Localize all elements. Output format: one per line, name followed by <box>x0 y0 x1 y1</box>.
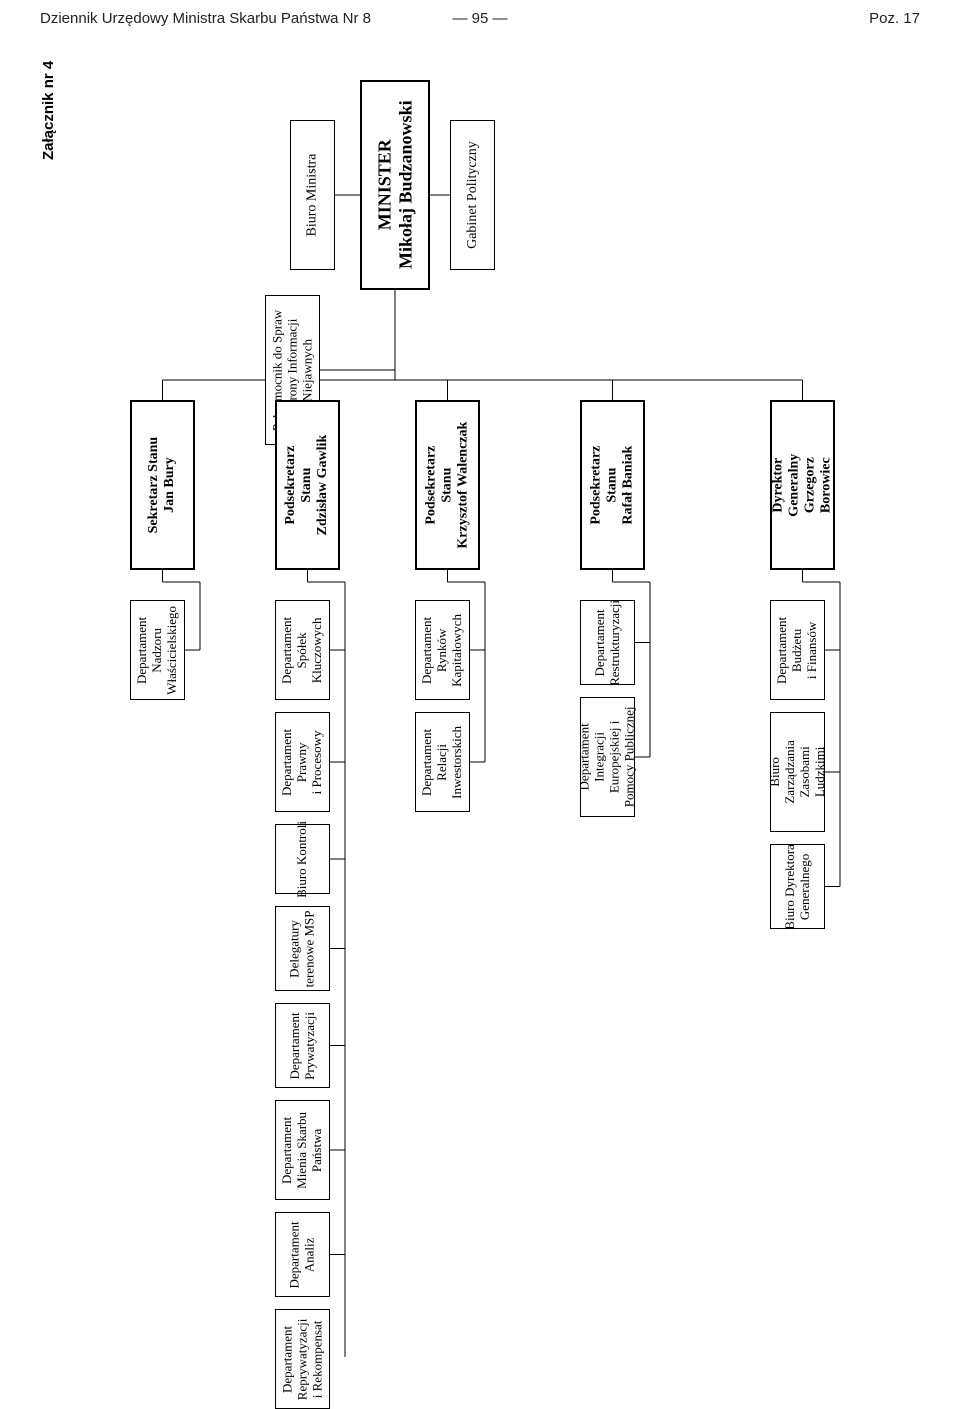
dept-p3-0: DepartamentRestrukturyzacji <box>580 600 635 685</box>
dept-p1-3: Delegaturyterenowe MSP <box>275 906 330 991</box>
dept-p1-7: DepartamentReprywatyzacjii Rekompensat <box>275 1309 330 1409</box>
dept-sek-0: DepartamentNadzoruWłaścicielskiego <box>130 600 185 700</box>
dept-p2-0: DepartamentRynkówKapitałowych <box>415 600 470 700</box>
biuro-ministra: Biuro Ministra <box>290 120 335 270</box>
sec-sek: Sekretarz StanuJan Bury <box>130 400 195 570</box>
header-center: — 95 — <box>452 10 507 27</box>
dept-p1-0: DepartamentSpółekKluczowych <box>275 600 330 700</box>
dept-p1-2: Biuro Kontroli <box>275 824 330 894</box>
sec-p3: PodsekretarzStanuRafał Baniak <box>580 400 645 570</box>
dept-p1-6: DepartamentAnaliz <box>275 1212 330 1297</box>
dept-dg-1: BiuroZarządzaniaZasobamiLudzkimi <box>770 712 825 832</box>
sec-p1: PodsekretarzStanuZdzisław Gawlik <box>275 400 340 570</box>
connector-lines <box>70 60 920 1357</box>
gabinet-polityczny: Gabinet Polityczny <box>450 120 495 270</box>
attachment-label: Załącznik nr 4 <box>40 61 57 160</box>
org-chart: MINISTERMikołaj Budzanowski Biuro Ministr… <box>70 60 920 1357</box>
sec-p2: PodsekretarzStanuKrzysztof Walenczak <box>415 400 480 570</box>
dept-p1-5: DepartamentMienia SkarbuPaństwa <box>275 1100 330 1200</box>
dept-dg-2: Biuro DyrektoraGeneralnego <box>770 844 825 929</box>
dept-dg-0: DepartamentBudżetui Finansów <box>770 600 825 700</box>
dept-p3-1: DepartamentIntegracjiEuropejskiej iPomoc… <box>580 697 635 817</box>
header-left: Dziennik Urzędowy Ministra Skarbu Państw… <box>40 10 371 27</box>
dept-p2-1: DepartamentRelacjiInwestorskich <box>415 712 470 812</box>
dept-p1-1: DepartamentPrawnyi Procesowy <box>275 712 330 812</box>
sec-dg: DyrektorGeneralnyGrzegorzBorowiec <box>770 400 835 570</box>
dept-p1-4: DepartamentPrywatyzacji <box>275 1003 330 1088</box>
header-right: Poz. 17 <box>869 10 920 27</box>
minister-box: MINISTERMikołaj Budzanowski <box>360 80 430 290</box>
